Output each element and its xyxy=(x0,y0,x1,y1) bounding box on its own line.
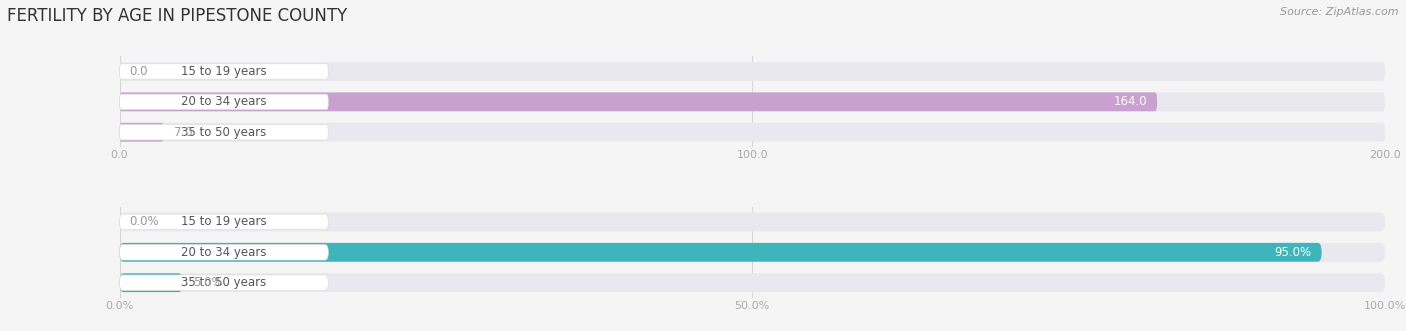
Text: Source: ZipAtlas.com: Source: ZipAtlas.com xyxy=(1281,7,1399,17)
FancyBboxPatch shape xyxy=(120,64,329,79)
Text: 15 to 19 years: 15 to 19 years xyxy=(181,215,267,228)
FancyBboxPatch shape xyxy=(120,92,1157,111)
Text: 35 to 50 years: 35 to 50 years xyxy=(181,276,267,289)
FancyBboxPatch shape xyxy=(120,62,1385,81)
FancyBboxPatch shape xyxy=(120,94,329,110)
FancyBboxPatch shape xyxy=(120,243,1385,262)
Text: 7.0: 7.0 xyxy=(174,126,193,139)
Text: 15 to 19 years: 15 to 19 years xyxy=(181,65,267,78)
Text: 0.0%: 0.0% xyxy=(129,215,159,228)
FancyBboxPatch shape xyxy=(120,245,329,260)
FancyBboxPatch shape xyxy=(120,92,1385,111)
Text: 35 to 50 years: 35 to 50 years xyxy=(181,126,267,139)
FancyBboxPatch shape xyxy=(120,123,163,142)
Text: 164.0: 164.0 xyxy=(1114,95,1147,108)
FancyBboxPatch shape xyxy=(120,273,1385,292)
FancyBboxPatch shape xyxy=(120,214,329,230)
Text: FERTILITY BY AGE IN PIPESTONE COUNTY: FERTILITY BY AGE IN PIPESTONE COUNTY xyxy=(7,7,347,24)
Text: 95.0%: 95.0% xyxy=(1274,246,1312,259)
FancyBboxPatch shape xyxy=(120,124,329,140)
Text: 20 to 34 years: 20 to 34 years xyxy=(181,95,267,108)
FancyBboxPatch shape xyxy=(120,243,1322,262)
FancyBboxPatch shape xyxy=(120,275,329,290)
Text: 20 to 34 years: 20 to 34 years xyxy=(181,246,267,259)
FancyBboxPatch shape xyxy=(120,273,183,292)
Text: 5.0%: 5.0% xyxy=(193,276,222,289)
FancyBboxPatch shape xyxy=(120,213,1385,231)
FancyBboxPatch shape xyxy=(120,123,1385,142)
Text: 0.0: 0.0 xyxy=(129,65,148,78)
